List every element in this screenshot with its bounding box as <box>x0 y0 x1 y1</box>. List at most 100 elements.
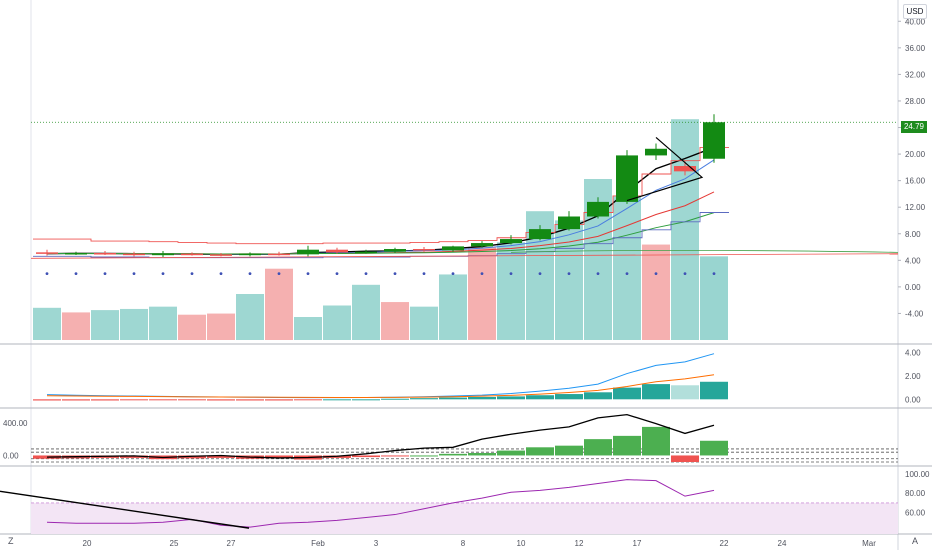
volume-bar <box>33 307 61 340</box>
candle-body <box>413 249 435 251</box>
volume-bar <box>265 268 293 340</box>
price-tick-label: 12.00 <box>905 203 926 212</box>
signal-dot <box>654 272 658 275</box>
candle-body <box>239 253 261 256</box>
zoom-toggle[interactable]: Z <box>8 536 14 546</box>
volume-bar <box>555 220 583 340</box>
signal-dot <box>132 272 136 275</box>
macd-histogram-bar <box>468 396 496 400</box>
macd-histogram-bar <box>120 399 148 401</box>
last-price-label: 24.79 <box>901 121 927 133</box>
signal-dot <box>103 272 107 275</box>
osc-bar <box>555 445 583 456</box>
volume-bar <box>439 274 467 340</box>
osc-tick-label: 0.00 <box>3 451 19 460</box>
time-tick-label: 17 <box>633 539 642 548</box>
macd-histogram-bar <box>294 399 322 401</box>
volume-bar <box>410 306 438 340</box>
macd-histogram-bar <box>381 398 409 400</box>
candle-body <box>181 253 203 256</box>
macd-histogram-bar <box>207 399 235 401</box>
macd-histogram-bar <box>149 399 177 401</box>
candle-body <box>268 253 290 256</box>
candle-body <box>326 249 348 253</box>
auto-scale-toggle[interactable]: A <box>912 536 919 546</box>
candle-body <box>94 253 116 255</box>
osc-bar <box>381 455 409 457</box>
volume-bar <box>352 284 380 340</box>
osc-bar <box>265 455 293 459</box>
candle-body <box>703 122 725 159</box>
macd-tick-label: 4.00 <box>905 349 921 358</box>
osc-bar <box>671 455 699 462</box>
osc-bar <box>613 435 641 456</box>
candle-body <box>384 249 406 252</box>
volume-bar <box>671 119 699 340</box>
osc-bar <box>642 426 670 456</box>
macd-histogram-bar <box>410 398 438 400</box>
signal-dot <box>364 272 368 275</box>
time-tick-label: 20 <box>83 539 92 548</box>
volume-bar <box>294 317 322 340</box>
volume-bar <box>613 196 641 340</box>
time-tick-label: Feb <box>311 539 325 548</box>
signal-dot <box>306 272 310 275</box>
price-tick-label: 8.00 <box>905 230 921 239</box>
time-tick-label: 27 <box>227 539 236 548</box>
macd-histogram-bar <box>700 381 728 400</box>
rsi-tick-label: 100.00 <box>905 470 930 479</box>
rsi-tick-label: 80.00 <box>905 489 926 498</box>
signal-dot <box>248 272 252 275</box>
signal-dot <box>596 272 600 275</box>
time-tick-label: 8 <box>461 539 466 548</box>
price-tick-label: 4.00 <box>905 256 921 265</box>
rsi-tick-label: 60.00 <box>905 509 926 518</box>
candle-body <box>529 229 551 240</box>
macd-histogram-bar <box>265 399 293 401</box>
signal-dot <box>393 272 397 275</box>
price-tick-label: 20.00 <box>905 150 926 159</box>
time-tick-label: Mar <box>862 539 876 548</box>
candle-body <box>36 252 58 254</box>
price-tick-label: 36.00 <box>905 44 926 53</box>
osc-bar <box>584 439 612 456</box>
price-tick-label: 16.00 <box>905 177 926 186</box>
price-tick-label: -4.00 <box>905 309 924 318</box>
time-tick-label: 22 <box>720 539 729 548</box>
signal-line <box>46 374 715 398</box>
signal-dot <box>712 272 716 275</box>
drawn-pattern-lines <box>626 137 704 202</box>
volume-bar <box>468 246 496 340</box>
time-tick-label: 25 <box>170 539 179 548</box>
macd-histogram-bar <box>526 395 554 400</box>
price-tick-label: 32.00 <box>905 70 926 79</box>
osc-line <box>46 413 715 459</box>
osc-bar <box>207 455 235 458</box>
candle-body <box>355 251 377 254</box>
baseline-green <box>510 249 899 253</box>
volume-bar <box>642 244 670 340</box>
macd-histogram-bar <box>613 387 641 400</box>
osc-bar <box>497 450 525 456</box>
osc-bar <box>439 453 467 456</box>
volume-bar <box>91 310 119 340</box>
signal-dot <box>509 272 513 275</box>
macd-histogram-bar <box>91 399 119 401</box>
currency-toggle[interactable]: USD <box>903 4 927 19</box>
macd-histogram-bar <box>497 396 525 400</box>
macd-histogram-bar <box>671 385 699 400</box>
candle-body <box>616 155 638 202</box>
osc-bar <box>526 447 554 456</box>
rsi-trendline <box>0 490 250 529</box>
time-tick-label: 3 <box>374 539 379 548</box>
signal-dot <box>683 272 687 275</box>
osc-bar <box>352 455 380 458</box>
macd-histogram-bar <box>33 399 61 401</box>
osc-bar <box>700 440 728 456</box>
macd-histogram-bar <box>352 399 380 401</box>
volume-bar <box>236 294 264 340</box>
osc-tick-label: 400.00 <box>3 419 28 428</box>
macd-histogram-bar <box>642 384 670 400</box>
